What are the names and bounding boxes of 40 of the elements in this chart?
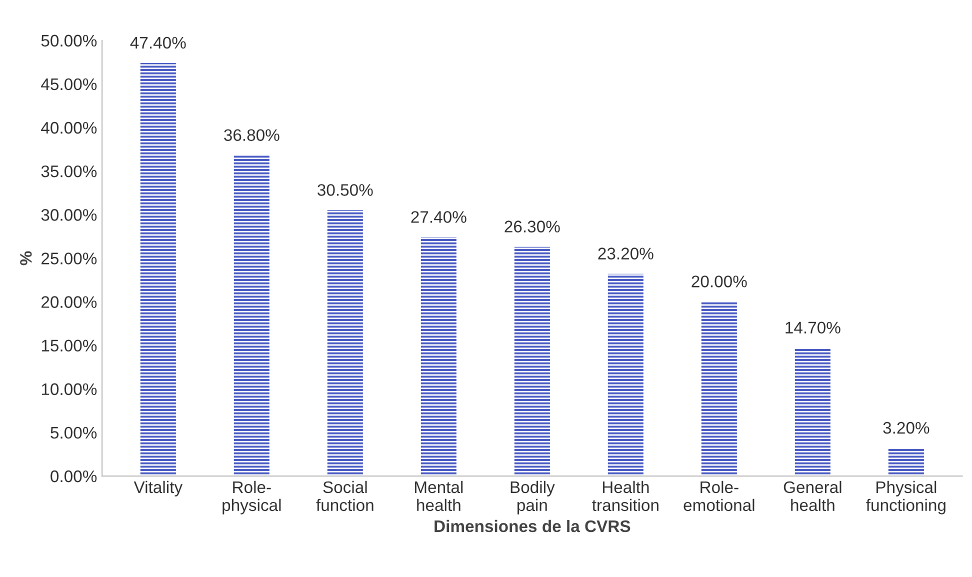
bar bbox=[234, 155, 270, 476]
y-tick-label: 45.00% bbox=[41, 78, 97, 90]
y-tick-label: 5.00% bbox=[50, 426, 97, 439]
y-tick-label: 40.00% bbox=[41, 122, 97, 134]
x-tick-label: Role- emotional bbox=[684, 480, 754, 512]
data-label: 47.40% bbox=[130, 36, 186, 49]
data-label: 3.20% bbox=[883, 422, 930, 434]
data-label: 20.00% bbox=[692, 276, 747, 288]
x-tick-label: Vitality bbox=[134, 480, 183, 496]
data-label: 23.20% bbox=[598, 248, 654, 260]
bar bbox=[140, 63, 176, 476]
bar bbox=[420, 237, 456, 476]
y-tick-label: 20.00% bbox=[42, 296, 97, 308]
y-axis-title: % bbox=[20, 251, 32, 266]
y-tick-label: 25.00% bbox=[42, 252, 97, 264]
data-label: 36.80% bbox=[224, 129, 280, 141]
y-tick-label: 50.00% bbox=[41, 34, 97, 47]
x-tick-label: Role- physical bbox=[222, 480, 281, 514]
data-label: 14.70% bbox=[786, 322, 840, 334]
bar bbox=[701, 302, 737, 476]
x-tick-label: Bodily pain bbox=[510, 480, 555, 514]
y-tick-label: 35.00% bbox=[41, 165, 97, 178]
x-tick-label: Physical functioning bbox=[866, 480, 946, 514]
x-tick-label: General health bbox=[784, 480, 842, 512]
y-tick-label: 30.00% bbox=[41, 209, 97, 221]
bar bbox=[327, 210, 363, 476]
data-label: 30.50% bbox=[318, 184, 373, 196]
y-tick-label: 0.00% bbox=[50, 470, 97, 482]
y-tick-label: 10.00% bbox=[42, 383, 97, 396]
bar bbox=[888, 448, 924, 476]
y-tick-label: 15.00% bbox=[42, 340, 97, 352]
x-tick-label: Health transition bbox=[592, 480, 658, 512]
data-label: 26.30% bbox=[504, 220, 560, 232]
bar bbox=[794, 348, 830, 476]
bar bbox=[608, 274, 644, 476]
x-axis-title: Dimensiones de la CVRS bbox=[434, 520, 630, 532]
bar bbox=[514, 246, 550, 476]
data-label: 27.40% bbox=[411, 211, 466, 223]
x-tick-label: Mental health bbox=[415, 480, 463, 512]
x-tick-label: Social function bbox=[316, 480, 374, 512]
